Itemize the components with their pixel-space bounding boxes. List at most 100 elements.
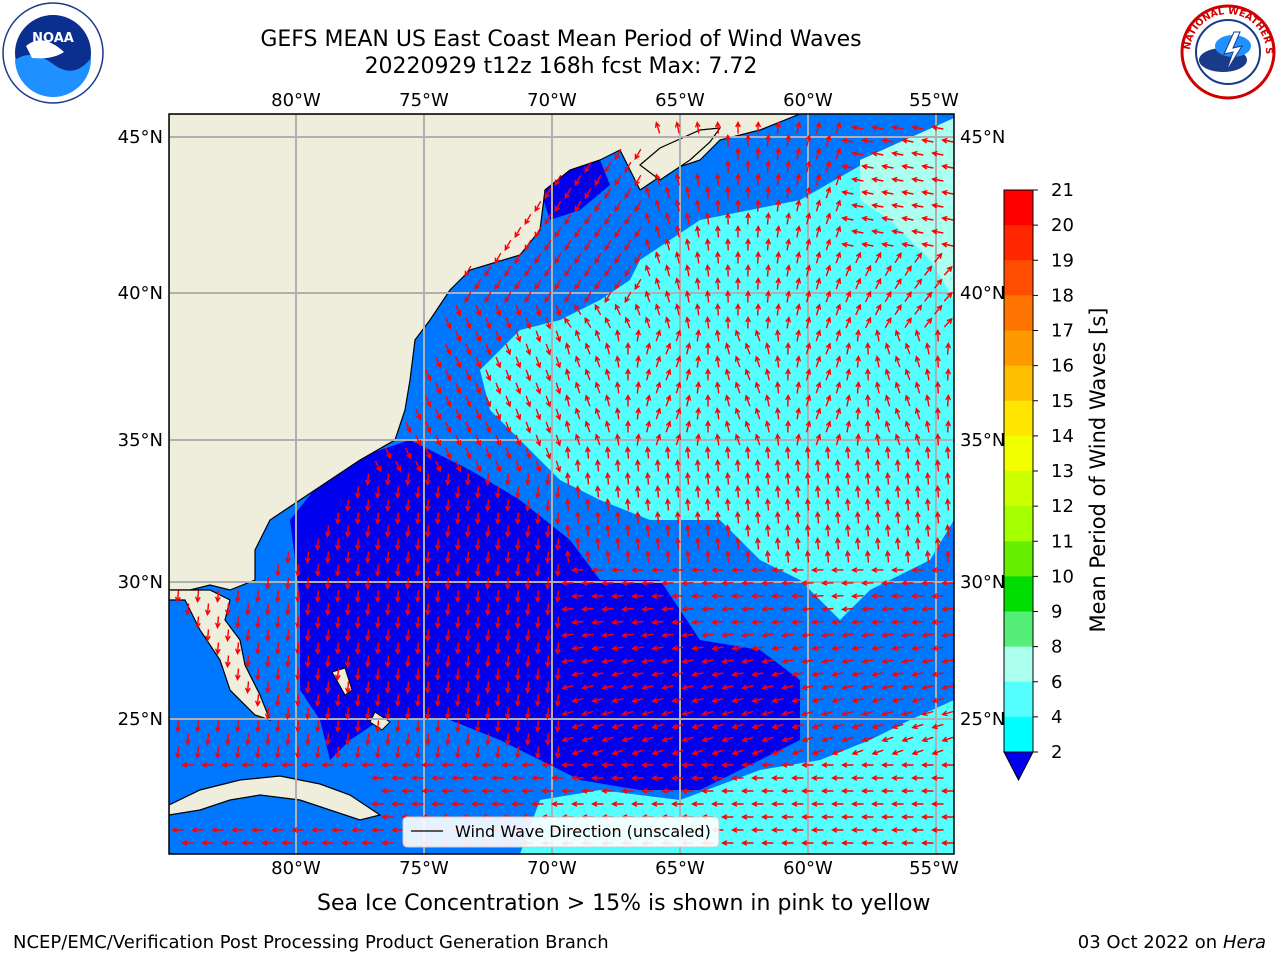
wind-wave-arrow [535, 460, 542, 473]
wind-wave-arrow [815, 433, 822, 446]
wind-wave-arrow [924, 549, 931, 563]
wind-wave-arrow [414, 642, 421, 656]
wind-wave-arrow [694, 458, 701, 472]
wind-wave-arrow [904, 394, 911, 407]
wind-wave-arrow [525, 369, 532, 382]
wind-wave-arrow [544, 655, 551, 669]
wind-wave-arrow [404, 707, 411, 721]
wind-wave-arrow [794, 484, 801, 498]
wind-wave-arrow [274, 720, 281, 734]
wind-wave-arrow [904, 368, 911, 381]
wind-wave-arrow [820, 632, 834, 639]
wind-wave-arrow [711, 749, 724, 756]
wind-wave-arrow [574, 355, 581, 368]
wind-wave-arrow [364, 629, 371, 643]
nws-logo: NATIONAL WEATHER SERVICE [1178, 2, 1276, 100]
wind-wave-arrow [604, 549, 611, 563]
wind-wave-arrow [514, 694, 521, 708]
wind-wave-arrow [304, 551, 311, 565]
wind-wave-arrow [670, 619, 684, 626]
wind-wave-arrow [675, 381, 682, 394]
wind-wave-arrow [761, 658, 774, 665]
wind-wave-arrow [864, 523, 871, 537]
wind-wave-arrow [515, 304, 522, 317]
wind-wave-arrow [725, 159, 731, 173]
wind-wave-arrow [624, 497, 631, 511]
wind-wave-arrow [400, 762, 414, 768]
wind-wave-arrow [911, 749, 924, 756]
wind-wave-arrow [900, 606, 914, 613]
wind-wave-arrow [795, 355, 802, 368]
wind-wave-arrow [774, 458, 781, 472]
wind-wave-arrow [214, 746, 221, 760]
wind-wave-arrow [901, 684, 914, 691]
wind-wave-arrow [714, 433, 721, 446]
wind-wave-arrow [825, 238, 832, 251]
wind-wave-arrow [660, 788, 674, 794]
wind-wave-arrow [740, 840, 754, 846]
wind-wave-arrow [930, 801, 944, 807]
wind-wave-arrow [665, 394, 672, 407]
wind-wave-arrow [344, 525, 351, 539]
wind-wave-arrow [574, 407, 581, 420]
wind-wave-arrow [554, 486, 561, 500]
wind-wave-arrow [894, 303, 902, 316]
wind-wave-arrow [834, 458, 841, 472]
wind-wave-arrow [324, 525, 331, 539]
wind-wave-arrow [815, 355, 822, 368]
wind-wave-arrow [465, 317, 472, 330]
wind-wave-arrow [831, 723, 844, 730]
wind-wave-arrow [384, 681, 391, 695]
wind-wave-arrow [760, 762, 774, 768]
wind-wave-arrow [604, 316, 612, 329]
wind-wave-arrow [851, 176, 864, 183]
wind-wave-arrow [600, 762, 614, 768]
wind-wave-arrow [891, 202, 904, 209]
wind-wave-arrow [455, 460, 462, 473]
wind-wave-arrow [825, 420, 832, 433]
wind-wave-arrow [254, 720, 261, 734]
wind-wave-arrow [664, 523, 671, 537]
wind-wave-arrow [574, 226, 582, 239]
wind-wave-arrow [664, 445, 671, 459]
wind-wave-arrow [420, 788, 434, 794]
wind-wave-arrow [880, 762, 894, 768]
wind-wave-arrow [535, 408, 542, 421]
lat-label-right: 25°N [960, 709, 1005, 730]
wind-wave-arrow [881, 189, 894, 196]
wind-wave-arrow [544, 499, 551, 513]
wind-wave-arrow [584, 394, 591, 407]
wind-wave-arrow [380, 814, 394, 820]
colorbar-segment [1004, 611, 1033, 648]
wind-wave-arrow [214, 616, 221, 630]
wind-wave-arrow [374, 564, 381, 578]
wind-wave-arrow [204, 629, 211, 643]
wind-wave-arrow [943, 291, 953, 302]
wind-wave-arrow [911, 228, 924, 235]
wind-wave-arrow [684, 523, 691, 537]
wind-wave-arrow [654, 484, 661, 498]
chart-title: GEFS MEAN US East Coast Mean Period of W… [260, 27, 862, 52]
wind-wave-arrow [745, 185, 751, 199]
wind-wave-arrow [591, 645, 604, 652]
wind-wave-arrow [705, 393, 711, 407]
wind-wave-arrow [930, 619, 944, 626]
wind-wave-arrow [314, 564, 321, 578]
wind-wave-arrow [571, 723, 584, 730]
colorbar-tick-label: 6 [1051, 672, 1062, 693]
wind-wave-arrow [434, 746, 441, 760]
lon-label-bottom: 80°W [271, 858, 321, 879]
wind-wave-arrow [524, 707, 531, 721]
lon-label-bottom: 70°W [527, 858, 577, 879]
wind-wave-arrow [604, 291, 612, 304]
land-cuba [169, 775, 382, 821]
colorbar-label: Mean Period of Wind Waves [s] [1086, 307, 1110, 633]
wind-wave-arrow [200, 762, 214, 768]
wind-wave-arrow [535, 330, 542, 343]
wind-wave-arrow [680, 606, 694, 613]
wind-wave-arrow [624, 187, 632, 200]
wind-wave-arrow [914, 536, 921, 550]
wind-wave-arrow [660, 762, 674, 768]
wind-wave-arrow [744, 549, 751, 563]
wind-wave-arrow [734, 329, 741, 342]
